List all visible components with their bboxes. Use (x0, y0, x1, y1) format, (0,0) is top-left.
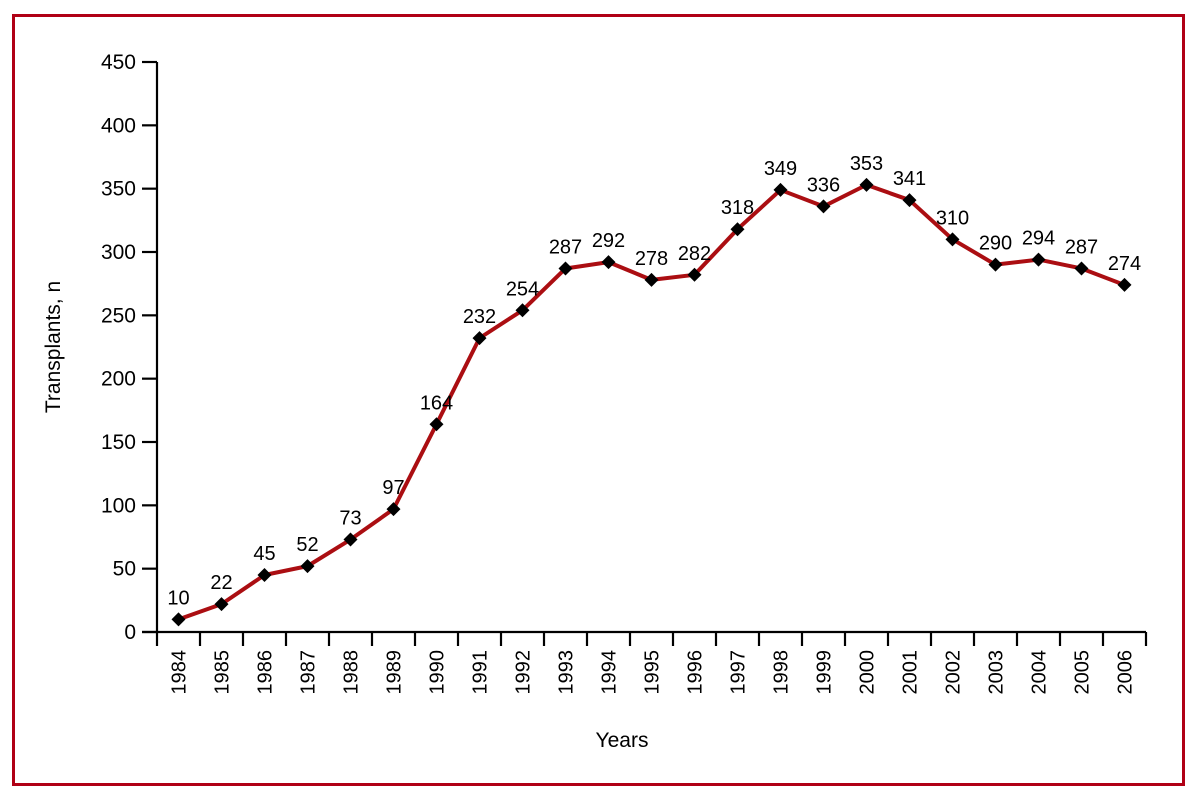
point-value-label: 349 (764, 158, 797, 180)
x-tick-label: 1984 (169, 650, 191, 695)
y-tick-label: 350 (101, 178, 136, 201)
data-point-marker (171, 612, 186, 627)
x-tick-label: 1990 (427, 650, 449, 695)
x-tick-label: 1985 (212, 650, 234, 695)
y-tick-label: 250 (101, 304, 136, 327)
point-value-label: 353 (850, 153, 883, 175)
point-value-label: 294 (1022, 228, 1055, 250)
data-point-marker (902, 193, 917, 208)
x-tick-label: 1992 (513, 650, 535, 695)
y-axis: 0 50 100 150 200 250 300 350 400 450 (101, 51, 159, 644)
point-value-label: 292 (592, 230, 625, 252)
x-tick-label: 1997 (728, 650, 750, 695)
y-tick-label: 100 (101, 494, 136, 517)
data-point-marker (472, 331, 487, 346)
point-value-label: 254 (506, 278, 539, 300)
data-point-marker (1117, 277, 1132, 292)
y-tick-label: 0 (124, 621, 136, 644)
y-tick-label: 150 (101, 431, 136, 454)
point-value-label: 318 (721, 197, 754, 219)
data-point-marker (601, 255, 616, 270)
point-value-label: 310 (936, 207, 969, 229)
data-point-marker (558, 261, 573, 276)
data-point-marker (1031, 252, 1046, 267)
point-labels: 10 22 45 52 73 97 164 232 254 287 292 278 282 318 349 3… (167, 153, 1141, 609)
point-value-label: 287 (549, 236, 582, 258)
x-axis: 1984 1985 1986 1987 1988 1989 1990 1991 1992 1993… (142, 630, 1148, 695)
data-point-marker (816, 199, 831, 214)
y-axis-title: Transplants, n (42, 281, 65, 413)
point-value-label: 97 (382, 477, 404, 499)
x-axis-title: Years (596, 729, 649, 752)
data-point-marker (859, 177, 874, 192)
point-value-label: 52 (296, 534, 318, 556)
x-tick-label: 1999 (814, 650, 836, 695)
x-tick-label: 2001 (900, 650, 922, 695)
point-value-label: 164 (420, 392, 453, 414)
data-point-marker (386, 502, 401, 517)
y-tick-label: 300 (101, 241, 136, 264)
point-value-label: 278 (635, 248, 668, 270)
data-point-marker (988, 257, 1003, 272)
data-series (171, 177, 1132, 627)
x-tick-label: 2000 (857, 650, 879, 695)
data-point-marker (515, 303, 530, 318)
point-value-label: 341 (893, 168, 926, 190)
point-value-label: 336 (807, 174, 840, 196)
data-point-marker (214, 597, 229, 612)
point-value-label: 282 (678, 243, 711, 265)
x-tick-label: 1996 (685, 650, 707, 695)
point-value-label: 274 (1108, 253, 1141, 275)
data-point-marker (773, 182, 788, 197)
x-tick-label: 1986 (255, 650, 277, 695)
x-tick-label: 1995 (642, 650, 664, 695)
x-tick-label: 1989 (384, 650, 406, 695)
x-tick-label: 2004 (1029, 650, 1051, 695)
x-tick-label: 1987 (298, 650, 320, 695)
x-tick-label: 1994 (599, 650, 621, 695)
x-tick-label: 2003 (986, 650, 1008, 695)
y-tick-label: 50 (113, 558, 136, 581)
x-tick-label: 1988 (341, 650, 363, 695)
x-tick-label: 1998 (771, 650, 793, 695)
y-tick-label: 400 (101, 114, 136, 137)
x-tick-label: 2002 (943, 650, 965, 695)
x-tick-label: 2006 (1115, 650, 1137, 695)
data-point-marker (730, 222, 745, 237)
data-point-marker (1074, 261, 1089, 276)
x-tick-label: 2005 (1072, 650, 1094, 695)
data-point-marker (644, 272, 659, 287)
data-point-marker (343, 532, 358, 547)
data-point-marker (429, 417, 444, 432)
point-value-label: 10 (167, 587, 189, 609)
point-value-label: 73 (339, 508, 361, 530)
point-value-label: 290 (979, 233, 1012, 255)
y-tick-label: 450 (101, 51, 136, 74)
x-tick-label: 1993 (556, 650, 578, 695)
x-tick-label: 1991 (470, 650, 492, 695)
point-value-label: 232 (463, 306, 496, 328)
data-point-marker (300, 559, 315, 574)
data-point-marker (945, 232, 960, 247)
data-point-marker (687, 267, 702, 282)
data-point-marker (257, 568, 272, 582)
point-value-label: 22 (210, 572, 232, 594)
point-value-label: 287 (1065, 236, 1098, 258)
chart-frame-border (12, 14, 1185, 786)
point-value-label: 45 (253, 543, 275, 565)
y-tick-label: 200 (101, 368, 136, 391)
